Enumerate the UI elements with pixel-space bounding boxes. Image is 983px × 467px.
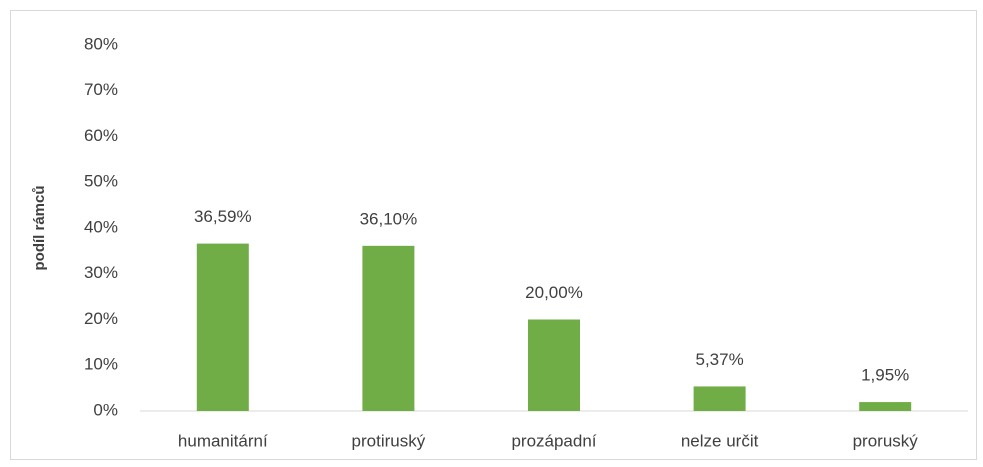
y-axis-label: podíl rámců: [31, 185, 48, 270]
x-tick-label: proruský: [853, 431, 919, 450]
x-tick-label: prozápadní: [511, 431, 596, 450]
x-tick-label: nelze určit: [681, 431, 759, 450]
y-tick-label: 70%: [84, 80, 118, 99]
y-tick-label: 60%: [84, 126, 118, 145]
y-tick-label: 30%: [84, 263, 118, 282]
chart-border: [10, 10, 977, 460]
y-tick-label: 80%: [84, 34, 118, 53]
data-label: 36,10%: [360, 209, 418, 228]
x-tick-label: protiruský: [352, 431, 426, 450]
data-label: 20,00%: [525, 283, 583, 302]
data-label: 1,95%: [861, 366, 909, 385]
data-label: 5,37%: [695, 350, 743, 369]
bar: [693, 386, 746, 411]
bar: [528, 319, 580, 411]
bar: [196, 243, 249, 411]
y-tick-label: 20%: [84, 309, 118, 328]
y-tick-label: 0%: [93, 400, 118, 419]
y-tick-label: 10%: [84, 355, 118, 374]
data-label: 36,59%: [194, 207, 252, 226]
y-tick-label: 40%: [84, 217, 118, 236]
y-tick-label: 50%: [84, 172, 118, 191]
x-tick-label: humanitární: [178, 431, 268, 450]
bar: [859, 402, 912, 411]
bar: [362, 245, 415, 411]
